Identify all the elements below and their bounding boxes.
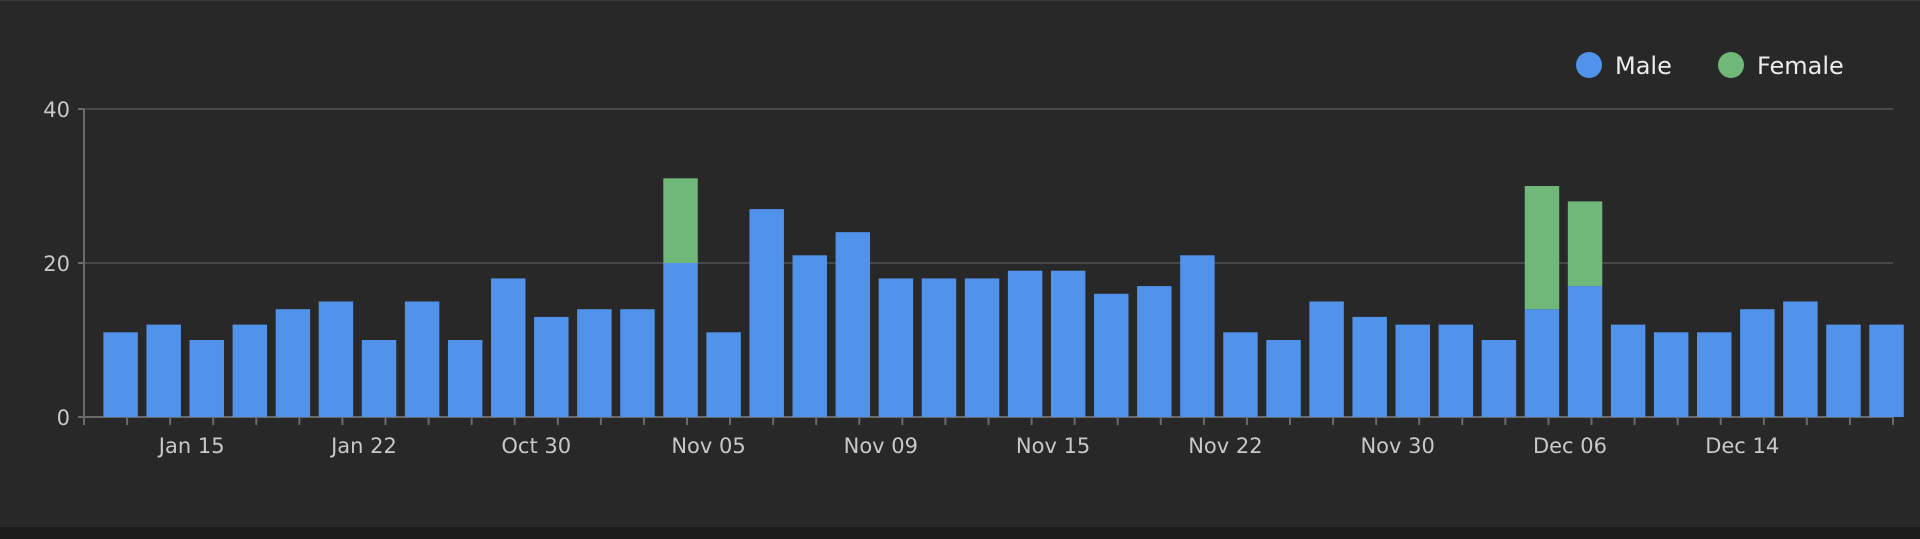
bar-male[interactable] bbox=[146, 324, 181, 417]
legend-label-male: Male bbox=[1615, 52, 1672, 80]
x-tick-label: Jan 15 bbox=[157, 434, 225, 458]
bar-male[interactable] bbox=[1653, 332, 1689, 417]
bar-male[interactable] bbox=[1050, 270, 1086, 417]
bar-male[interactable] bbox=[1137, 286, 1172, 417]
bar-male[interactable] bbox=[1266, 340, 1301, 417]
bar-male[interactable] bbox=[1869, 324, 1904, 417]
x-tick-label: Oct 30 bbox=[501, 434, 571, 458]
x-tick-label: Nov 05 bbox=[671, 434, 745, 458]
x-tick-label: Nov 22 bbox=[1188, 434, 1262, 458]
y-tick-label: 20 bbox=[43, 252, 70, 276]
grid-lines bbox=[84, 108, 1893, 264]
bar-male[interactable] bbox=[1094, 293, 1129, 417]
bar-male[interactable] bbox=[1481, 340, 1517, 417]
x-axis-ticks: Jan 15 Jan 22 Oct 30 Nov 05 Nov 09 Nov 15 Nov … bbox=[83, 417, 1894, 458]
bar-female[interactable] bbox=[1567, 201, 1603, 287]
bar-male[interactable] bbox=[1352, 316, 1387, 417]
bar-male[interactable] bbox=[792, 255, 827, 417]
bar-male[interactable] bbox=[1826, 324, 1861, 417]
bar-male[interactable] bbox=[275, 309, 311, 417]
bar-male[interactable] bbox=[878, 278, 914, 417]
bar-male[interactable] bbox=[706, 332, 741, 417]
bars bbox=[103, 178, 1904, 418]
x-tick-label: Nov 15 bbox=[1016, 434, 1090, 458]
x-tick-label: Dec 14 bbox=[1705, 434, 1779, 458]
bar-male[interactable] bbox=[318, 301, 354, 418]
legend: Male Female bbox=[1576, 52, 1844, 80]
stacked-bar-chart: Jan 15 Jan 22 Oct 30 Nov 05 Nov 09 Nov 15 Nov … bbox=[43, 52, 1904, 458]
y-axis-ticks: 0 20 40 bbox=[43, 98, 84, 430]
bottom-strip bbox=[0, 527, 1920, 539]
bar-male[interactable] bbox=[1007, 270, 1043, 417]
x-tick-label: Nov 09 bbox=[844, 434, 918, 458]
bar-male[interactable] bbox=[620, 309, 655, 417]
bar-male[interactable] bbox=[749, 209, 784, 417]
chart-panel: Jan 15 Jan 22 Oct 30 Nov 05 Nov 09 Nov 15 Nov … bbox=[0, 0, 1920, 458]
bar-female[interactable] bbox=[1524, 186, 1560, 310]
legend-swatch-male bbox=[1576, 52, 1602, 78]
bar-male[interactable] bbox=[1524, 309, 1560, 417]
bar-male[interactable] bbox=[1610, 324, 1646, 417]
bar-male[interactable] bbox=[361, 340, 397, 417]
x-tick-label: Nov 30 bbox=[1360, 434, 1434, 458]
bar-male[interactable] bbox=[103, 332, 138, 417]
bar-male[interactable] bbox=[1395, 324, 1430, 417]
bar-male[interactable] bbox=[1783, 301, 1818, 418]
bar-male[interactable] bbox=[1438, 324, 1474, 417]
bar-male[interactable] bbox=[232, 324, 268, 417]
bar-male[interactable] bbox=[835, 232, 871, 417]
bar-male[interactable] bbox=[921, 278, 957, 417]
bar-male[interactable] bbox=[663, 263, 698, 417]
bar-male[interactable] bbox=[404, 301, 440, 418]
y-tick-label: 0 bbox=[57, 406, 70, 430]
bar-male[interactable] bbox=[964, 278, 1000, 417]
x-tick-label: Dec 06 bbox=[1533, 434, 1607, 458]
bar-male[interactable] bbox=[1309, 301, 1344, 418]
x-tick-label: Jan 22 bbox=[329, 434, 397, 458]
bar-male[interactable] bbox=[447, 340, 483, 417]
legend-item-male[interactable]: Male bbox=[1576, 52, 1672, 80]
legend-item-female[interactable]: Female bbox=[1718, 52, 1844, 80]
bar-male[interactable] bbox=[1180, 255, 1215, 417]
bar-male[interactable] bbox=[1567, 286, 1603, 417]
bar-male[interactable] bbox=[1740, 309, 1775, 417]
bar-male[interactable] bbox=[1223, 332, 1258, 417]
legend-label-female: Female bbox=[1757, 52, 1844, 80]
bar-male[interactable] bbox=[577, 309, 612, 417]
bar-male[interactable] bbox=[189, 340, 224, 417]
bar-female[interactable] bbox=[663, 178, 698, 263]
bar-male[interactable] bbox=[1697, 332, 1732, 417]
y-tick-label: 40 bbox=[43, 98, 70, 122]
bar-male[interactable] bbox=[491, 278, 526, 417]
legend-swatch-female bbox=[1718, 52, 1744, 78]
bar-male[interactable] bbox=[534, 316, 569, 417]
